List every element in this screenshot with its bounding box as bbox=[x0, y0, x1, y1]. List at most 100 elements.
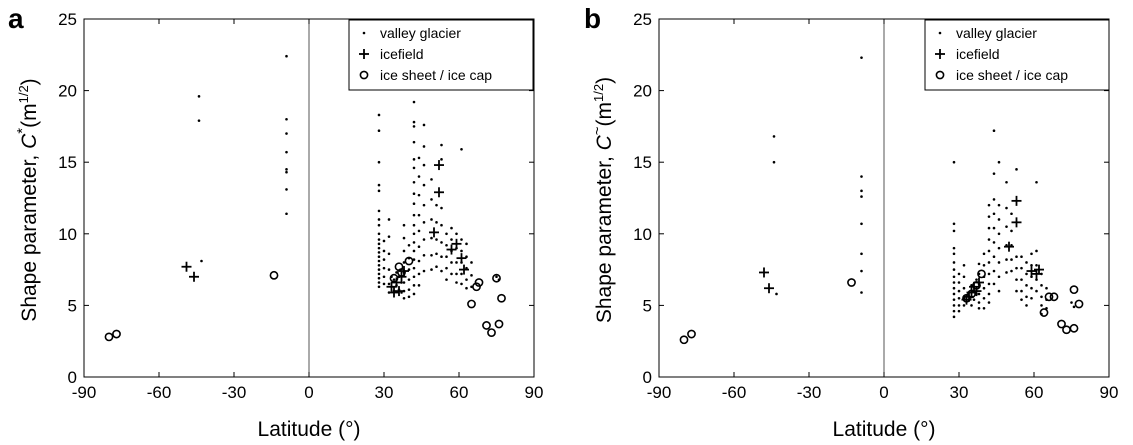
data-point-dot bbox=[1030, 252, 1033, 256]
data-point-dot bbox=[412, 213, 416, 217]
y-tick-label-b: 5 bbox=[643, 296, 652, 315]
data-point-dot bbox=[1015, 278, 1018, 281]
x-tick-label-a: 60 bbox=[450, 383, 469, 402]
legend-marker-dot bbox=[938, 31, 942, 35]
data-point-dot bbox=[417, 284, 421, 287]
data-point-dot bbox=[377, 113, 381, 117]
data-point-dot bbox=[412, 100, 416, 104]
data-point-plus bbox=[459, 264, 469, 275]
data-point-dot bbox=[1015, 266, 1018, 270]
data-point-dot bbox=[412, 140, 416, 144]
x-tick-label-b: -60 bbox=[722, 383, 747, 402]
data-point-dot bbox=[1025, 284, 1028, 287]
data-point-dot bbox=[285, 188, 288, 191]
data-point-dot bbox=[952, 268, 956, 271]
data-point-dot bbox=[412, 249, 416, 253]
data-point-circle bbox=[1062, 325, 1071, 335]
data-point-dot bbox=[470, 261, 473, 264]
data-point-plus bbox=[434, 160, 444, 171]
data-point-circle bbox=[404, 256, 414, 266]
data-point-dot bbox=[1015, 168, 1018, 171]
data-point-dot bbox=[440, 255, 443, 259]
data-point-dot bbox=[445, 278, 448, 281]
data-point-dot bbox=[962, 264, 966, 267]
data-point-dot bbox=[412, 120, 416, 124]
data-point-dot bbox=[1035, 180, 1038, 184]
data-point-dot bbox=[962, 275, 966, 279]
data-point-dot bbox=[1025, 295, 1028, 299]
data-point-dot bbox=[455, 272, 458, 276]
data-point-dot bbox=[417, 156, 421, 160]
data-point-dot bbox=[1005, 206, 1008, 210]
y-axis-symbol-mark-b: ~ bbox=[589, 126, 606, 135]
data-point-circle bbox=[1044, 292, 1054, 302]
data-point-dot bbox=[987, 301, 991, 304]
data-point-dot bbox=[992, 282, 996, 286]
data-point-dot bbox=[197, 119, 201, 122]
data-point-dot bbox=[772, 135, 776, 138]
x-tick-label-b: -30 bbox=[797, 383, 822, 402]
data-point-dot bbox=[952, 261, 956, 264]
data-point-dot bbox=[435, 265, 438, 269]
y-axis-label-text-a: Shape parameter, C*(m1/2) bbox=[14, 78, 41, 321]
y-tick-label-b: 15 bbox=[633, 153, 652, 172]
data-point-dot bbox=[957, 296, 961, 300]
legend-b: valley glacier icefield ice sheet / ice ca… bbox=[924, 19, 1110, 91]
y-tick-label-a: 15 bbox=[58, 153, 77, 172]
data-point-circle bbox=[687, 329, 696, 339]
data-point-dot bbox=[970, 304, 973, 307]
data-point-dot bbox=[402, 281, 406, 284]
data-point-dot bbox=[992, 226, 996, 230]
data-point-dot bbox=[450, 261, 453, 264]
data-point-dot bbox=[1015, 255, 1018, 259]
x-tick-label-a: -90 bbox=[72, 383, 97, 402]
data-point-dot bbox=[957, 304, 961, 307]
data-point-dot bbox=[285, 168, 288, 171]
data-point-dot bbox=[1020, 266, 1023, 270]
data-point-dot bbox=[377, 189, 381, 193]
legend-box-a bbox=[348, 19, 534, 91]
series-plus-a bbox=[181, 160, 469, 298]
legend-marker-circle bbox=[359, 70, 369, 80]
data-point-dot bbox=[952, 298, 956, 301]
data-point-dot bbox=[1045, 286, 1048, 290]
data-point-dot bbox=[377, 259, 381, 263]
y-tick-label-a: 10 bbox=[58, 225, 77, 244]
data-point-dot bbox=[992, 129, 996, 132]
data-point-dot bbox=[377, 232, 381, 236]
data-point-dot bbox=[377, 246, 381, 250]
data-point-dot bbox=[285, 212, 288, 216]
data-point-dot bbox=[440, 223, 443, 227]
data-point-circle bbox=[847, 278, 856, 287]
data-point-dot bbox=[1070, 301, 1073, 304]
data-point-dot bbox=[952, 281, 956, 284]
data-point-dot bbox=[285, 117, 288, 121]
data-point-plus bbox=[386, 281, 397, 292]
data-point-dot bbox=[417, 193, 421, 197]
data-point-dot bbox=[412, 275, 416, 279]
data-point-dot bbox=[412, 266, 416, 270]
data-point-dot bbox=[1040, 295, 1043, 299]
x-tick-label-b: 60 bbox=[1025, 383, 1044, 402]
data-point-dot bbox=[377, 264, 381, 267]
data-point-dot bbox=[407, 243, 411, 247]
y-tick-label-a: 25 bbox=[58, 10, 77, 29]
panel-a: a Shape parameter, C*(m1/2) Latitude (°)… bbox=[8, 3, 543, 441]
data-point-dot bbox=[460, 249, 463, 253]
data-point-dot bbox=[860, 189, 863, 193]
data-point-dot bbox=[392, 278, 396, 281]
data-point-dot bbox=[1010, 258, 1013, 261]
data-point-dot bbox=[387, 218, 391, 221]
data-point-dot bbox=[430, 198, 433, 201]
data-point-dot bbox=[435, 252, 438, 256]
data-point-dot bbox=[382, 258, 386, 261]
data-point-plus bbox=[429, 227, 439, 238]
data-point-dot bbox=[402, 296, 406, 300]
data-point-dot bbox=[977, 306, 981, 310]
y-axis-unit-exp-b: 1/2 bbox=[591, 84, 606, 102]
data-point-dot bbox=[402, 236, 406, 240]
data-point-dot bbox=[422, 183, 426, 187]
data-point-dot bbox=[435, 238, 438, 241]
plot-frame-a bbox=[83, 18, 535, 378]
data-point-circle bbox=[967, 289, 976, 299]
